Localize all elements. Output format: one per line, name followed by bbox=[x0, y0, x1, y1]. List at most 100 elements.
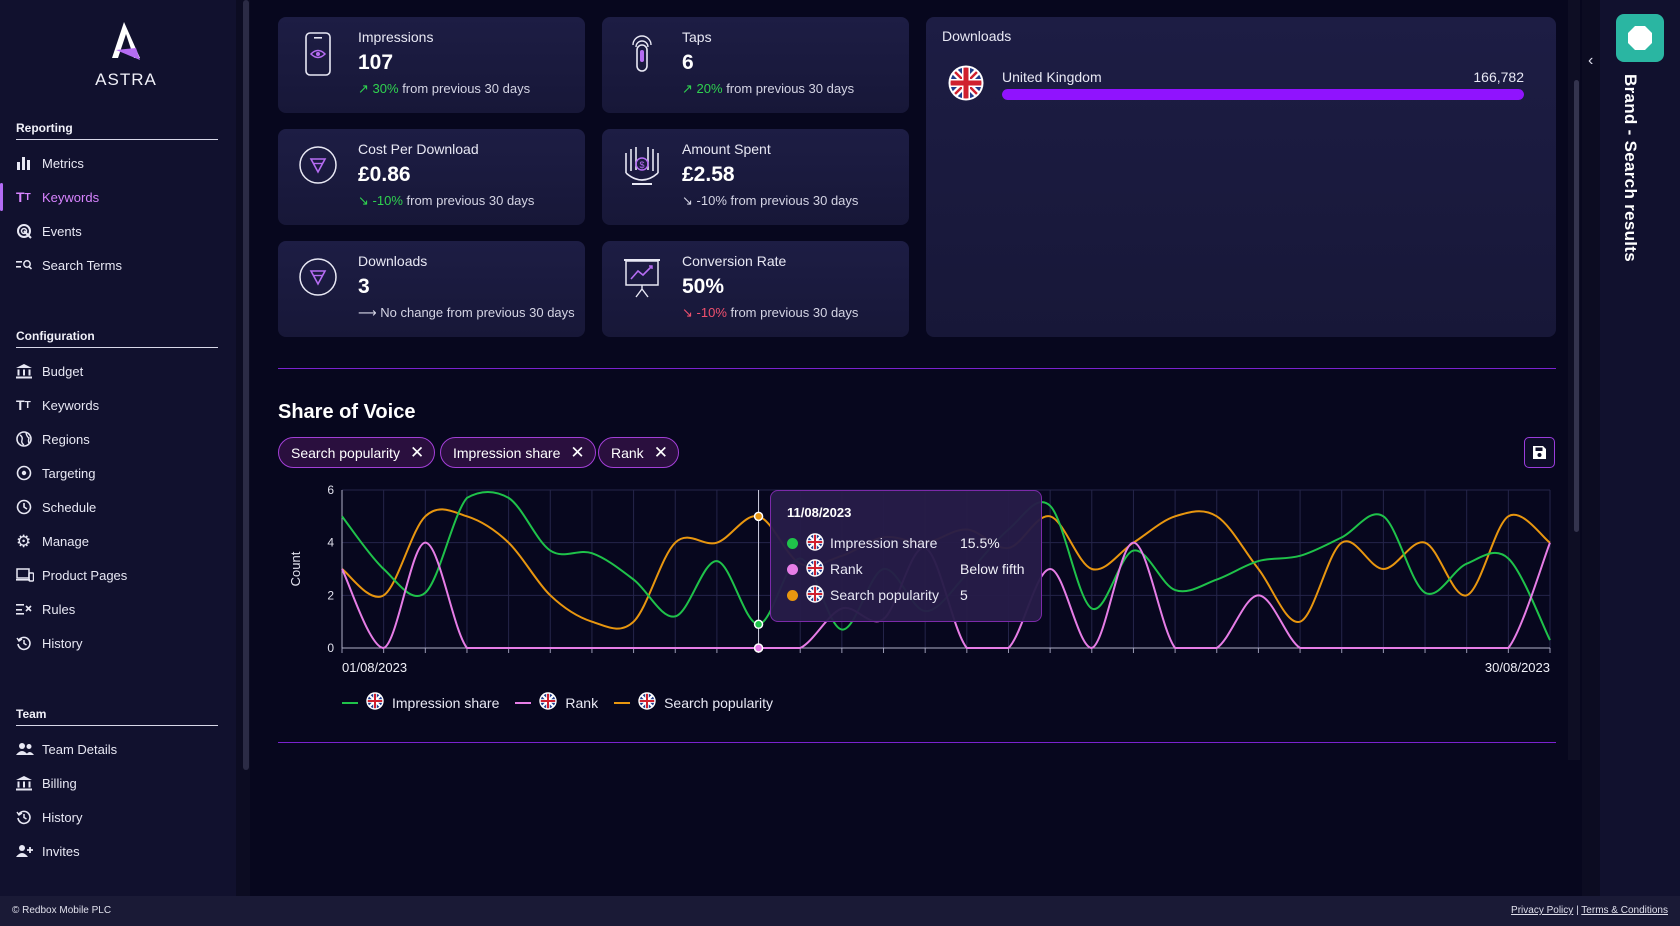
sidebar-item-invites[interactable]: Invites bbox=[16, 834, 218, 868]
tooltip-series-value: 15.5% bbox=[960, 535, 1000, 551]
astra-logo-icon bbox=[112, 22, 140, 60]
sidebar-item-team-details[interactable]: Team Details bbox=[16, 732, 218, 766]
hand-money-icon: $ bbox=[622, 143, 662, 191]
metric-change-value: -10% bbox=[372, 193, 403, 208]
radar-icon bbox=[16, 223, 42, 239]
globe-icon bbox=[16, 431, 42, 447]
metric-value: 6 bbox=[682, 51, 694, 74]
downloads-bar bbox=[1002, 89, 1524, 100]
terms-link[interactable]: Terms & Conditions bbox=[1581, 905, 1668, 916]
phone-eye-icon bbox=[298, 31, 338, 79]
chip-search-popularity[interactable]: Search popularity ✕ bbox=[278, 437, 436, 468]
sidebar-item-label: Metrics bbox=[42, 155, 84, 171]
close-icon[interactable]: ✕ bbox=[409, 443, 425, 462]
sidebar-item-regions[interactable]: Regions bbox=[16, 422, 218, 456]
hover-point bbox=[753, 643, 764, 653]
sidebar-item-metrics[interactable]: Metrics bbox=[16, 146, 218, 180]
downloads-value: 166,782 bbox=[1473, 69, 1524, 85]
sidebar-item-label: Product Pages bbox=[42, 567, 128, 583]
add-person-icon bbox=[16, 844, 42, 858]
metric-card-amount-spent: $ Amount Spent £2.58 ↘ -10% from previou… bbox=[602, 129, 909, 225]
legend-item-search-popularity[interactable]: Search popularity bbox=[614, 692, 773, 713]
sidebar-item-search-terms[interactable]: Search Terms bbox=[16, 248, 218, 282]
tap-icon bbox=[622, 31, 662, 79]
footer: © Redbox Mobile PLC Privacy Policy | Ter… bbox=[0, 896, 1680, 926]
astra-logo[interactable]: ASTRA bbox=[92, 20, 160, 90]
sidebar-item-label: Keywords bbox=[42, 397, 100, 413]
x-end-label: 30/08/2023 bbox=[1485, 660, 1550, 675]
metric-label: Impressions bbox=[358, 29, 434, 45]
sidebar-item-history-team[interactable]: History bbox=[16, 800, 218, 834]
sidebar-item-product-pages[interactable]: Product Pages bbox=[16, 558, 218, 592]
y-tick-label: 6 bbox=[327, 483, 334, 497]
tooltip-series-name: Impression share bbox=[830, 535, 938, 551]
sidebar-item-label: History bbox=[42, 635, 83, 651]
tooltip-row: Impression share 15.5% bbox=[787, 530, 1025, 556]
share-of-voice-title: Share of Voice bbox=[278, 401, 416, 423]
sidebar-item-label: History bbox=[42, 809, 83, 825]
uk-flag-icon bbox=[806, 584, 824, 606]
main-scrollbar[interactable] bbox=[1574, 80, 1579, 532]
tooltip-series-name: Search popularity bbox=[830, 587, 939, 603]
sidebar-item-label: Rules bbox=[42, 601, 76, 617]
metric-change: ↘ -10% from previous 30 days bbox=[358, 193, 534, 209]
sidebar-item-label: Search Terms bbox=[42, 257, 122, 273]
logo-text: ASTRA bbox=[95, 70, 157, 89]
campaign-status-button[interactable] bbox=[1616, 14, 1664, 62]
tooltip-row: Search popularity 5 bbox=[787, 582, 1025, 608]
section-divider bbox=[278, 368, 1556, 369]
y-tick-label: 4 bbox=[327, 536, 334, 550]
right-panel-edge bbox=[1582, 0, 1600, 896]
legend-item-impression-share[interactable]: Impression share bbox=[342, 692, 499, 713]
sidebar-item-label: Budget bbox=[42, 363, 84, 379]
metric-card-impressions: Impressions 107 ↗ 30% from previous 30 d… bbox=[278, 17, 585, 113]
save-button[interactable] bbox=[1524, 437, 1555, 468]
clock-icon bbox=[16, 499, 42, 515]
tooltip-series-name: Rank bbox=[830, 561, 863, 577]
privacy-policy-link[interactable]: Privacy Policy bbox=[1511, 905, 1574, 916]
section-divider bbox=[278, 742, 1556, 743]
bank-icon bbox=[16, 363, 42, 379]
chip-rank[interactable]: Rank ✕ bbox=[598, 437, 679, 468]
tooltip-series-value: 5 bbox=[960, 587, 968, 603]
trend-down-icon: ↘ bbox=[682, 305, 693, 320]
tooltip-date: 11/08/2023 bbox=[787, 505, 852, 520]
sidebar-item-budget[interactable]: Budget bbox=[16, 354, 218, 388]
sidebar-item-label: Billing bbox=[42, 775, 77, 791]
download-circle-icon bbox=[298, 143, 338, 191]
metric-value: £0.86 bbox=[358, 163, 411, 186]
metric-label: Taps bbox=[682, 29, 712, 45]
series-dot bbox=[787, 563, 798, 575]
y-tick-label: 2 bbox=[327, 588, 334, 602]
sidebar-item-label: Team Details bbox=[42, 741, 118, 757]
sidebar-item-manage[interactable]: ⚙ Manage bbox=[16, 524, 218, 558]
chart-legend: Impression share Rank Search popularity bbox=[342, 692, 789, 713]
chevron-left-icon[interactable]: ‹ bbox=[1588, 52, 1594, 69]
footer-separator: | bbox=[1576, 905, 1579, 916]
metric-value: 107 bbox=[358, 51, 394, 74]
uk-flag-icon bbox=[366, 692, 384, 713]
sidebar-item-events[interactable]: Events bbox=[16, 214, 218, 248]
sidebar-item-schedule[interactable]: Schedule bbox=[16, 490, 218, 524]
close-icon[interactable]: ✕ bbox=[653, 443, 668, 462]
hover-point bbox=[753, 619, 764, 630]
right-panel-title: Brand - Search results bbox=[1621, 74, 1640, 262]
sidebar-item-history-config[interactable]: History bbox=[16, 626, 218, 660]
close-icon[interactable]: ✕ bbox=[570, 443, 585, 462]
uk-flag-icon bbox=[806, 532, 824, 554]
sidebar-item-rules[interactable]: Rules bbox=[16, 592, 218, 626]
tooltip-row: Rank Below fifth bbox=[787, 556, 1025, 582]
sidebar-item-billing[interactable]: Billing bbox=[16, 766, 218, 800]
legend-item-rank[interactable]: Rank bbox=[515, 692, 598, 713]
legend-label: Rank bbox=[565, 694, 599, 711]
sidebar-item-targeting[interactable]: Targeting bbox=[16, 456, 218, 490]
sidebar-scrollbar[interactable] bbox=[243, 0, 249, 770]
chip-impression-share[interactable]: Impression share ✕ bbox=[440, 437, 596, 468]
metric-value: 3 bbox=[358, 275, 370, 298]
metric-change-text: from previous 30 days bbox=[402, 81, 531, 96]
downloads-panel: Downloads United Kingdom 166,782 bbox=[926, 17, 1556, 337]
